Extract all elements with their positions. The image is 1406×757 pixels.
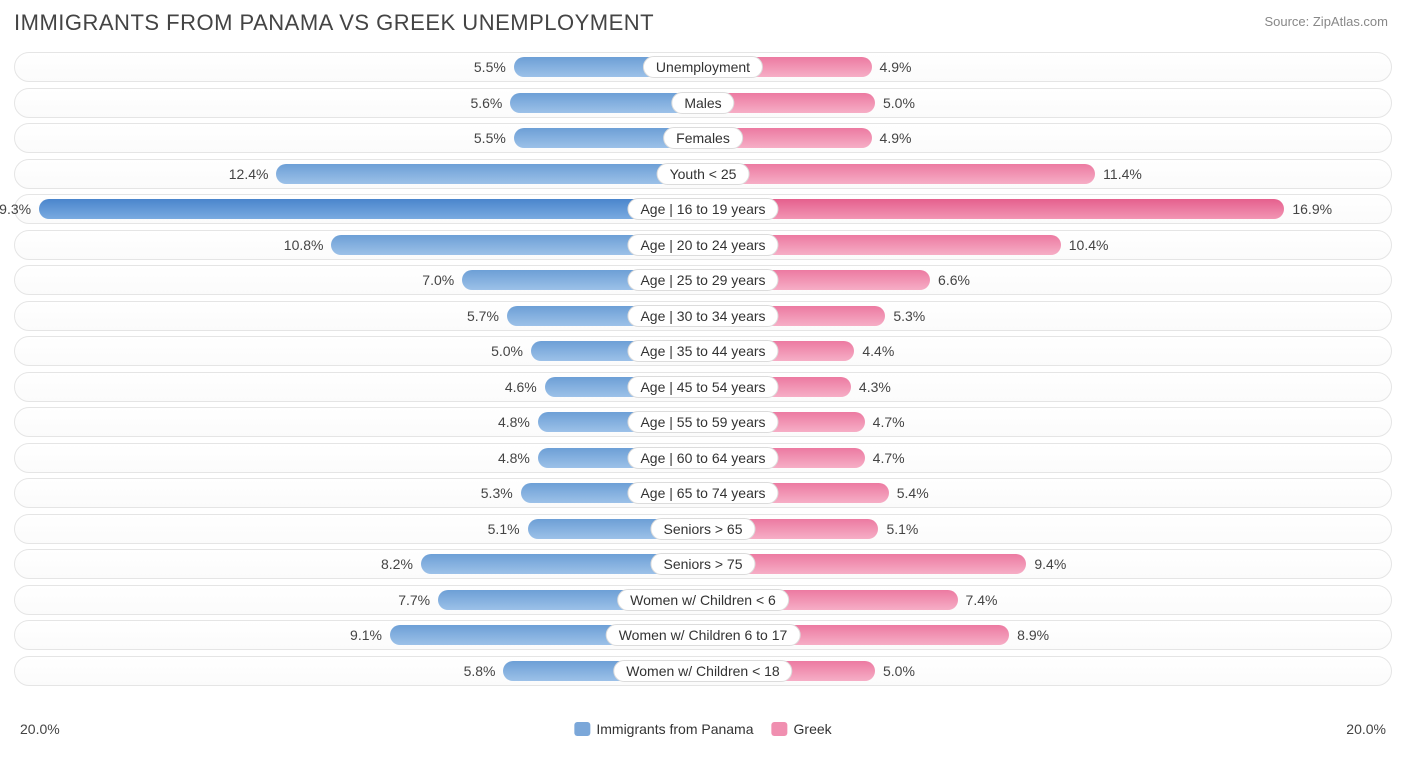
value-label-left: 10.8% — [284, 231, 324, 259]
chart-row: 19.3%16.9%Age | 16 to 19 years — [14, 194, 1392, 224]
legend-item-left: Immigrants from Panama — [574, 721, 753, 737]
value-label-right: 5.0% — [883, 657, 915, 685]
bar-left — [39, 199, 703, 219]
legend-swatch-right — [772, 722, 788, 736]
chart-row: 4.8% 4.7% Age | 60 to 64 years — [14, 443, 1392, 473]
category-label: Unemployment — [643, 56, 763, 78]
source-prefix: Source: — [1264, 14, 1312, 29]
category-label: Women w/ Children < 18 — [613, 660, 792, 682]
value-label-right: 11.4% — [1103, 160, 1142, 188]
chart-row: 5.1% 5.1% Seniors > 65 — [14, 514, 1392, 544]
category-label: Age | 60 to 64 years — [627, 447, 778, 469]
value-label-left: 5.7% — [467, 302, 499, 330]
chart-row: 7.7% 7.4% Women w/ Children < 6 — [14, 585, 1392, 615]
category-label: Age | 65 to 74 years — [627, 482, 778, 504]
value-label-left: 5.5% — [474, 53, 506, 81]
chart-rows-area: 5.5% 4.9% Unemployment 5.6% 5.0% Males 5.5% 4.9… — [14, 52, 1392, 717]
source-name: ZipAtlas.com — [1313, 14, 1388, 29]
value-label-right: 10.4% — [1069, 231, 1109, 259]
value-label-right: 6.6% — [938, 266, 970, 294]
category-label: Seniors > 65 — [651, 518, 756, 540]
value-label-right: 4.3% — [859, 373, 891, 401]
value-label-left: 5.8% — [464, 657, 496, 685]
chart-row: 5.6% 5.0% Males — [14, 88, 1392, 118]
value-label-right: 5.1% — [886, 515, 918, 543]
value-label-left: 12.4% — [229, 160, 269, 188]
value-label-right: 5.0% — [883, 89, 915, 117]
value-label-left: 8.2% — [381, 550, 413, 578]
bar-right — [703, 164, 1095, 184]
source-attribution: Source: ZipAtlas.com — [1264, 14, 1388, 29]
chart-row: 4.6% 4.3% Age | 45 to 54 years — [14, 372, 1392, 402]
value-label-right: 16.9% — [1292, 195, 1332, 223]
category-label: Females — [663, 127, 743, 149]
category-label: Age | 55 to 59 years — [627, 411, 778, 433]
value-label-left: 4.8% — [498, 444, 530, 472]
value-label-left: 7.0% — [422, 266, 454, 294]
category-label: Age | 30 to 34 years — [627, 305, 778, 327]
value-label-left: 9.1% — [350, 621, 382, 649]
category-label: Age | 35 to 44 years — [627, 340, 778, 362]
value-label-right: 4.9% — [880, 53, 912, 81]
chart-row: 5.5% 4.9% Unemployment — [14, 52, 1392, 82]
value-label-left: 5.0% — [491, 337, 523, 365]
value-label-left: 7.7% — [398, 586, 430, 614]
chart-row: 4.8% 4.7% Age | 55 to 59 years — [14, 407, 1392, 437]
category-label: Males — [671, 92, 734, 114]
value-label-left: 5.3% — [481, 479, 513, 507]
value-label-right: 4.7% — [873, 408, 905, 436]
value-label-left: 5.1% — [488, 515, 520, 543]
category-label: Age | 20 to 24 years — [627, 234, 778, 256]
butterfly-chart: IMMIGRANTS FROM PANAMA VS GREEK UNEMPLOY… — [0, 0, 1406, 757]
chart-row: 5.7% 5.3% Age | 30 to 34 years — [14, 301, 1392, 331]
value-label-right: 4.7% — [873, 444, 905, 472]
axis-row: 20.0% Immigrants from Panama Greek 20.0% — [14, 721, 1392, 749]
value-label-left: 19.3% — [0, 195, 31, 223]
axis-right-max: 20.0% — [1346, 721, 1386, 737]
chart-row: 5.3% 5.4% Age | 65 to 74 years — [14, 478, 1392, 508]
value-label-left: 5.6% — [470, 89, 502, 117]
chart-row: 5.0% 4.4% Age | 35 to 44 years — [14, 336, 1392, 366]
legend-label-right: Greek — [794, 721, 832, 737]
legend-item-right: Greek — [772, 721, 832, 737]
bar-left — [276, 164, 703, 184]
legend-swatch-left — [574, 722, 590, 736]
chart-row: 5.8% 5.0% Women w/ Children < 18 — [14, 656, 1392, 686]
value-label-left: 5.5% — [474, 124, 506, 152]
value-label-right: 4.9% — [880, 124, 912, 152]
legend: Immigrants from Panama Greek — [574, 721, 831, 737]
category-label: Age | 45 to 54 years — [627, 376, 778, 398]
value-label-right: 7.4% — [966, 586, 998, 614]
category-label: Seniors > 75 — [651, 553, 756, 575]
category-label: Age | 25 to 29 years — [627, 269, 778, 291]
value-label-left: 4.8% — [498, 408, 530, 436]
category-label: Youth < 25 — [657, 163, 750, 185]
chart-row: 5.5% 4.9% Females — [14, 123, 1392, 153]
value-label-right: 9.4% — [1034, 550, 1066, 578]
chart-row: 9.1% 8.9% Women w/ Children 6 to 17 — [14, 620, 1392, 650]
chart-row: 12.4% 11.4% Youth < 25 — [14, 159, 1392, 189]
value-label-right: 5.3% — [893, 302, 925, 330]
value-label-right: 4.4% — [862, 337, 894, 365]
chart-row: 10.8% 10.4% Age | 20 to 24 years — [14, 230, 1392, 260]
axis-left-max: 20.0% — [20, 721, 60, 737]
value-label-left: 4.6% — [505, 373, 537, 401]
bar-right — [703, 199, 1284, 219]
chart-row: 7.0% 6.6% Age | 25 to 29 years — [14, 265, 1392, 295]
category-label: Women w/ Children 6 to 17 — [606, 624, 801, 646]
category-label: Women w/ Children < 6 — [617, 589, 789, 611]
legend-label-left: Immigrants from Panama — [596, 721, 753, 737]
value-label-right: 5.4% — [897, 479, 929, 507]
category-label: Age | 16 to 19 years — [627, 198, 778, 220]
chart-title: IMMIGRANTS FROM PANAMA VS GREEK UNEMPLOY… — [14, 10, 654, 36]
value-label-right: 8.9% — [1017, 621, 1049, 649]
chart-row: 8.2% 9.4% Seniors > 75 — [14, 549, 1392, 579]
